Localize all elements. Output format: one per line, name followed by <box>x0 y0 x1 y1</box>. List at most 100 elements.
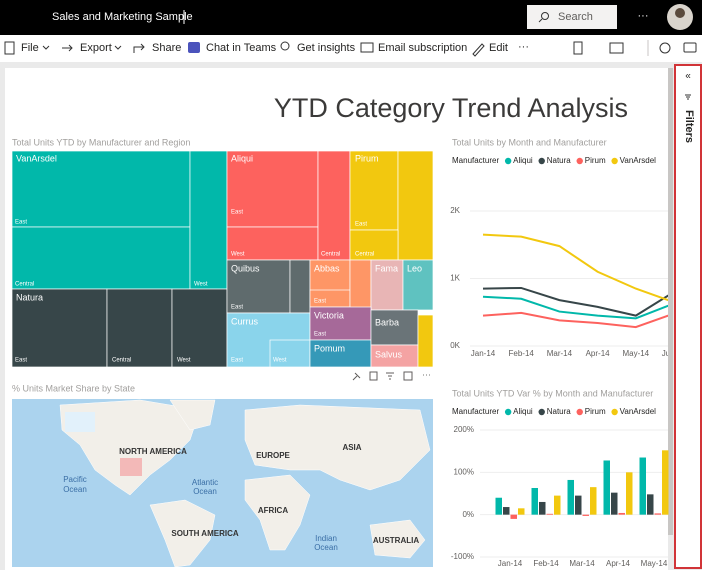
more-options[interactable]: ··· <box>518 41 529 53</box>
treemap-tile <box>349 150 399 231</box>
map-label: Ocean <box>193 487 217 496</box>
email-subscription-button[interactable]: Email subscription <box>378 42 467 54</box>
x-tick-label: Jun-14 <box>662 349 687 358</box>
africa <box>244 474 311 551</box>
treemap-label: Aliqui <box>231 153 253 163</box>
greenland <box>169 399 216 431</box>
bookmark-icon[interactable] <box>573 41 583 55</box>
focus-icon[interactable] <box>403 371 413 381</box>
email-icon <box>360 42 374 53</box>
filter-icon <box>685 94 691 100</box>
comment-icon[interactable] <box>683 42 697 53</box>
bar <box>554 495 561 515</box>
treemap-label: Abbas <box>314 263 340 273</box>
treemap-label: East <box>15 220 27 226</box>
x-tick-label: May-14 <box>641 559 668 568</box>
y-tick-label: 1K <box>450 274 460 283</box>
y-tick-label: 100% <box>454 467 474 476</box>
treemap-label: Victoria <box>314 310 344 320</box>
x-tick-label: Feb-14 <box>509 349 535 358</box>
map-label: NORTH AMERICA <box>119 447 187 456</box>
treemap-label: VanArsdel <box>16 153 57 163</box>
export-icon <box>62 44 73 52</box>
x-tick-label: May-14 <box>622 349 649 358</box>
bar <box>503 507 510 515</box>
y-tick-label: 2K <box>450 206 460 215</box>
eurasia <box>244 404 431 491</box>
treemap-title: Total Units YTD by Manufacturer and Regi… <box>12 137 190 147</box>
legend-marker <box>611 408 618 416</box>
treemap-label: Natura <box>16 292 43 302</box>
line-chart-title: Total Units by Month and Manufacturer <box>452 137 607 147</box>
legend-marker <box>576 408 583 416</box>
treemap-tile <box>171 288 228 368</box>
more-options[interactable]: ··· <box>422 369 431 379</box>
more-button[interactable]: ··· <box>638 10 649 22</box>
legend-entry: Pirum <box>585 156 606 165</box>
edit-button[interactable]: Edit <box>489 42 508 54</box>
map-label: Pacific <box>63 475 87 484</box>
x-tick-label: Jan-14 <box>471 349 496 358</box>
share-button[interactable]: Share <box>152 42 181 54</box>
treemap-label: East <box>231 305 243 311</box>
bar <box>531 487 538 515</box>
bar <box>662 450 669 515</box>
treemap-label: West <box>231 252 245 258</box>
bar <box>590 487 597 515</box>
export-menu[interactable]: Export <box>80 42 112 54</box>
treemap-tile <box>417 314 434 368</box>
visual-header <box>352 371 413 381</box>
treemap-label: West <box>194 282 208 288</box>
bar <box>567 479 574 515</box>
view-icon[interactable] <box>609 42 624 54</box>
treemap-label: Central <box>355 252 374 258</box>
treemap-tile <box>289 259 311 314</box>
chat-in-teams-button[interactable]: Chat in Teams <box>206 42 277 54</box>
legend-entry: Natura <box>547 407 572 416</box>
bar <box>495 497 502 515</box>
map-title: % Units Market Share by State <box>12 383 135 393</box>
x-tick-label: Feb-14 <box>533 559 559 568</box>
legend-title: Manufacturer <box>452 156 499 165</box>
x-tick-label: Apr-14 <box>586 349 611 358</box>
legend-entry: VanArsdel <box>620 156 657 165</box>
bar <box>539 501 546 515</box>
filter-icon[interactable] <box>386 372 394 380</box>
treemap-tile <box>11 288 108 368</box>
file-icon <box>4 41 15 55</box>
legend-marker <box>504 157 512 165</box>
treemap-tile <box>349 229 399 261</box>
y-tick-label: 0K <box>450 341 460 350</box>
map-label: AFRICA <box>258 506 288 515</box>
line-series <box>482 311 668 329</box>
file-menu[interactable]: File <box>21 42 39 54</box>
treemap-label: East <box>314 332 326 338</box>
search-placeholder: Search <box>558 11 593 23</box>
treemap-tile <box>226 259 291 314</box>
y-tick-label: 200% <box>454 425 474 434</box>
treemap-tile <box>11 150 191 228</box>
map-label: Indian <box>315 534 337 543</box>
treemap-tile <box>402 259 434 311</box>
treemap-tile <box>397 150 434 261</box>
bar <box>603 460 610 515</box>
treemap-label: Quibus <box>231 263 260 273</box>
bar <box>647 494 654 515</box>
get-insights-button[interactable]: Get insights <box>297 42 356 54</box>
legend-title: Manufacturer <box>452 407 499 416</box>
australia <box>369 519 426 559</box>
copy-icon[interactable] <box>369 371 378 381</box>
legend-entry: Aliqui <box>513 156 533 165</box>
treemap-label: East <box>231 210 243 216</box>
collapse-icon[interactable]: « <box>685 71 691 82</box>
x-tick-label: Mar-14 <box>547 349 573 358</box>
scrollbar[interactable] <box>668 68 673 535</box>
bar-chart-title: Total Units YTD Var % by Month and Manuf… <box>452 388 653 398</box>
legend-marker <box>576 157 583 165</box>
chevron <box>42 45 50 50</box>
pin-icon[interactable] <box>352 372 361 381</box>
filters-pane[interactable] <box>674 64 702 569</box>
y-tick-label: -100% <box>451 552 474 561</box>
treemap-label: Pomum <box>314 343 345 353</box>
refresh-icon[interactable] <box>659 42 671 54</box>
